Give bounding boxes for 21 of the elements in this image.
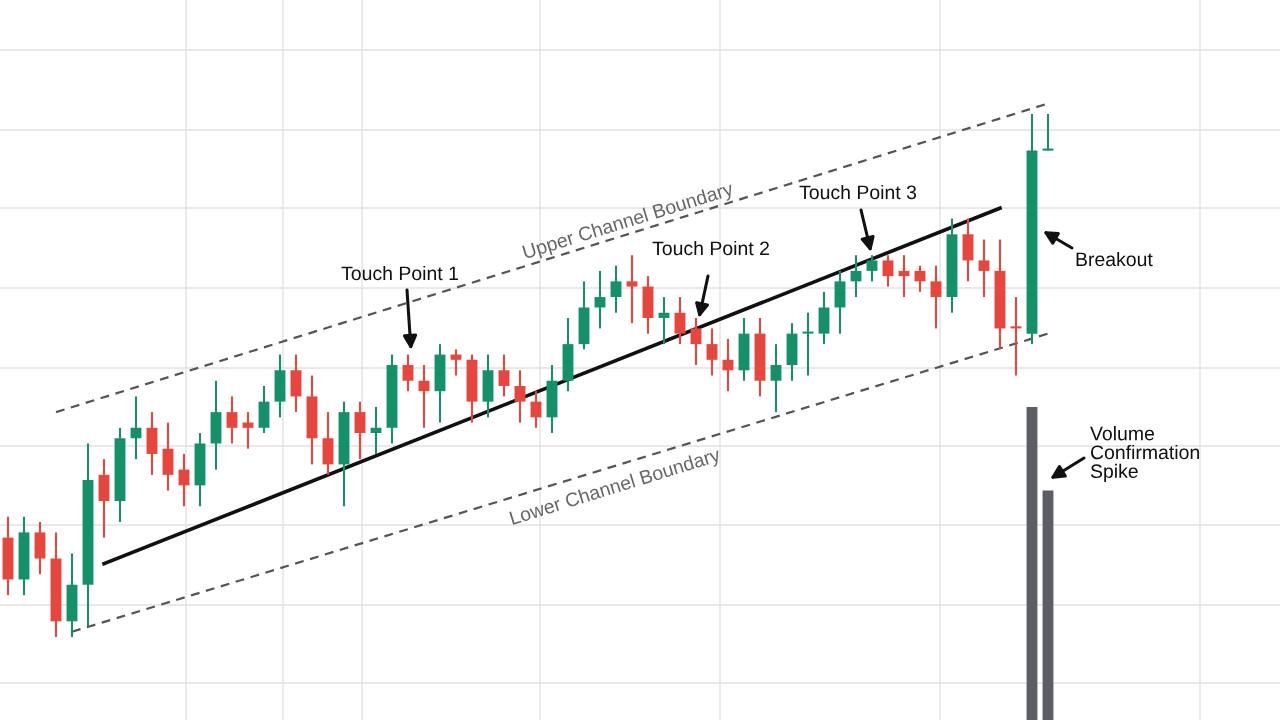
text: Breakout: [1076, 251, 1153, 267]
text: Volume Confirmation Spike: [1090, 426, 1199, 482]
candlestick: [226, 395, 238, 445]
candlestick: [354, 400, 366, 461]
candlestick: [866, 254, 878, 283]
candlestick: [882, 254, 894, 288]
candlestick: [514, 369, 526, 424]
annotation: Touch Point 1: [341, 265, 458, 281]
candlestick: [690, 316, 702, 367]
candlestick: [674, 296, 686, 346]
candlestick: [930, 264, 942, 330]
candlestick: [626, 254, 638, 325]
candlestick: [498, 353, 510, 398]
candlestick: [978, 238, 990, 299]
candlestick: [594, 269, 606, 330]
annotation: Touch Point 2: [652, 240, 769, 256]
candlestick: [770, 343, 782, 414]
candlestick: [402, 353, 414, 393]
candlestick: [706, 327, 718, 377]
annotation: Touch Point 3: [799, 184, 917, 200]
candlestick: [610, 264, 622, 314]
